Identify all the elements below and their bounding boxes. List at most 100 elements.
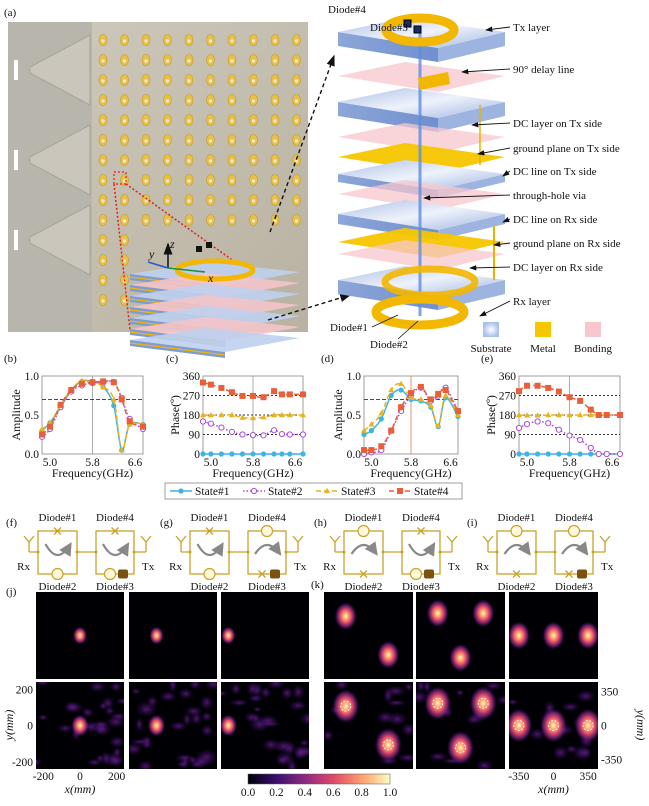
focal-spot — [426, 599, 449, 628]
diode-3-on-icon — [103, 567, 117, 581]
label-pointer-arrow — [502, 217, 511, 223]
marker-state4 — [455, 408, 461, 415]
horn-feed — [14, 150, 18, 170]
marker-state4 — [577, 397, 584, 404]
unit-cell-slot — [101, 259, 105, 263]
inset-layer — [130, 328, 300, 352]
field-sidelobe — [135, 701, 158, 718]
unit-cell-slot — [144, 59, 148, 63]
marker-state3 — [46, 419, 53, 425]
marker-state1 — [516, 451, 522, 457]
field-sidelobe — [266, 682, 286, 690]
circuit-h: Rx Tx Diode#1 Diode#4 Diode#2 Diode#3 — [323, 512, 461, 593]
marker-state4 — [534, 382, 541, 389]
signal-path-arrow — [44, 542, 72, 557]
unit-cell-slot — [165, 99, 170, 103]
substrate-side — [438, 32, 505, 62]
material-swatch — [483, 322, 499, 337]
marker-state1 — [279, 451, 285, 457]
field-sidelobe — [115, 697, 124, 705]
focal-spot — [71, 714, 89, 737]
field-sidelobe — [169, 721, 188, 731]
panel-label-i: (i) — [467, 517, 478, 529]
unit-cell-slot — [230, 39, 234, 43]
diode-3-label: Diode#3 — [402, 581, 440, 593]
rx-side-loop — [496, 530, 537, 575]
y-tick-label: 180 — [499, 410, 517, 422]
unit-cell-slot — [101, 159, 105, 163]
x-tick-label: 0 — [551, 771, 557, 783]
tx-antenna-icon — [440, 535, 458, 553]
field-sidelobe — [289, 700, 307, 711]
label-pointer-arrow — [469, 265, 511, 271]
unit-cell-slot — [144, 119, 148, 123]
unit-cell-slot — [294, 179, 299, 183]
junction-dot — [495, 550, 499, 554]
marker-state1 — [588, 451, 594, 457]
focal-spot — [539, 708, 568, 743]
marker-state4 — [57, 401, 64, 408]
target-position-circle — [455, 742, 466, 754]
marker-state4 — [603, 412, 610, 418]
unit-cell-slot — [208, 139, 213, 143]
unit-cell-slot — [294, 139, 299, 143]
unit-cell-slot — [251, 159, 256, 163]
x-tick-label: 6.6 — [128, 457, 143, 469]
substrate-side — [438, 102, 505, 132]
unit-cell-slot — [208, 219, 213, 223]
focal-spot — [449, 643, 472, 672]
y-axis-arrow — [147, 261, 169, 269]
dashed-arrow-to-stack-top — [269, 54, 335, 233]
marker-state4 — [427, 396, 434, 403]
y-tick-label: 1.0 — [25, 371, 40, 383]
delay-line-element — [424, 569, 434, 579]
series-line — [363, 382, 459, 432]
field-sidelobe — [36, 682, 52, 687]
marker-state4 — [566, 394, 573, 401]
unit-cell-slot — [165, 219, 170, 223]
field-sidelobe — [383, 687, 393, 704]
unit-cell-slot — [294, 119, 299, 123]
marker-state3 — [39, 425, 45, 432]
diode-1-off-icon — [205, 527, 214, 535]
y-tick-label: 1.0 — [347, 371, 362, 383]
unit-cell-slot — [273, 99, 277, 103]
legend-label: State#4 — [414, 486, 449, 498]
selected-unit-cell-marker — [113, 171, 127, 185]
marker-state2 — [278, 430, 286, 438]
unit-cell-3d-inset: z x y — [129, 237, 300, 358]
diode-1-label: Diode#1 — [498, 512, 536, 524]
marker-state4 — [46, 423, 53, 430]
diode-3-label: Diode#3 — [555, 581, 593, 593]
label-pointer-arrow — [471, 121, 511, 128]
unit-cell-slot — [208, 39, 213, 43]
unit-cell-slot — [208, 59, 213, 63]
unit-cell-slot — [187, 79, 191, 83]
unit-cell-slot — [273, 119, 277, 123]
unit-cell-slot — [144, 39, 148, 43]
marker-state4 — [89, 379, 96, 386]
unit-cell-slot — [101, 99, 105, 103]
marker-state4 — [110, 379, 117, 386]
marker-state2 — [249, 432, 257, 439]
field-sidelobe — [182, 712, 192, 727]
field-sidelobe — [200, 694, 214, 710]
rx-label: Rx — [323, 561, 336, 573]
unit-cell-slot — [230, 219, 234, 223]
field-map-j-3-simulated — [221, 592, 309, 679]
x-tick-label: 5.0 — [364, 457, 379, 469]
x-tick-label: 5.0 — [204, 457, 219, 469]
marker-state3 — [378, 410, 385, 416]
unit-cell-slot — [122, 59, 127, 63]
series-state-1 — [200, 451, 306, 457]
unit-cell-slot — [122, 139, 127, 143]
field-content — [36, 682, 124, 769]
unit-cell-slot — [165, 79, 170, 83]
y-tick-label: 360 — [499, 371, 517, 383]
focal-spot — [377, 640, 400, 669]
marker-state4 — [278, 391, 285, 398]
colorbar-ticks: 0.0 0.2 0.4 0.6 0.8 1.0 — [241, 787, 398, 799]
marker-state2 — [270, 427, 278, 434]
unit-cell-slot — [122, 239, 127, 243]
y-axis-title: Amplitude — [331, 389, 345, 440]
